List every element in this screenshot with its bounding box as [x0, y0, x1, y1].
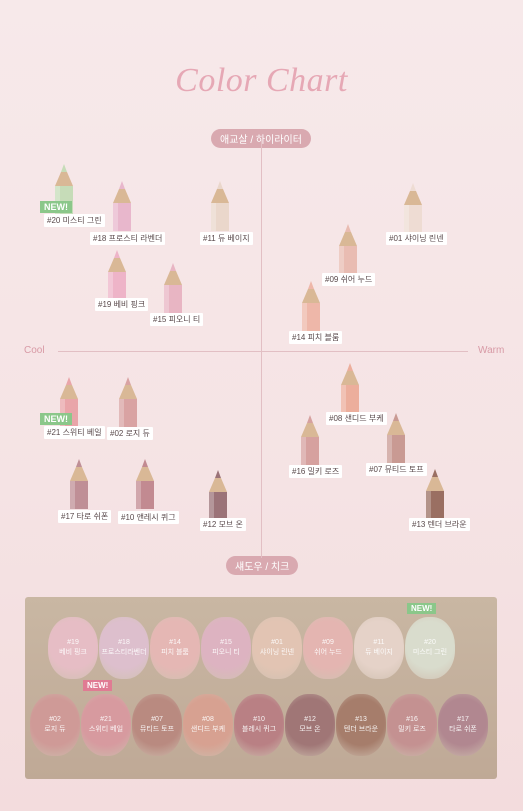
swatch: #11 듀 베이지: [354, 617, 404, 679]
swatch-panel: #19 베비 핑크 #18 프로스티라벤더 #14 피치 블룸 #15 피오니 티 #01 샤이닝…: [25, 597, 497, 779]
swatch: #02 로지 듀: [30, 694, 80, 756]
new-badge: NEW!: [40, 413, 72, 425]
swatch: #19 베비 핑크: [48, 617, 98, 679]
swatch: #07 뮤티드 토프: [132, 694, 182, 756]
pencil-label: #14 피치 블룸: [289, 331, 343, 344]
swatch-name: 쉬어 누드: [314, 649, 342, 656]
swatch-name: 듀 베이지: [365, 649, 393, 656]
swatch-name: 베비 핑크: [59, 649, 87, 656]
axis-top-pill: 애교살 / 하이라이터: [211, 129, 311, 148]
swatch-number: #18: [118, 638, 130, 646]
horizontal-axis-line: [58, 351, 468, 352]
swatch-name: 로지 듀: [44, 726, 66, 733]
swatch-name: 피오니 티: [212, 649, 240, 656]
pencil-17: [68, 459, 90, 514]
new-badge: NEW!: [83, 680, 113, 691]
pencil-10: [134, 459, 156, 514]
swatch-name: 모브 온: [299, 726, 321, 733]
pencil-label: #10 앤레시 퀴그: [118, 511, 179, 524]
pencil-12: [207, 470, 229, 525]
pencil-09: [337, 224, 359, 279]
swatch-name: 텐더 브라운: [343, 726, 379, 733]
pencil-label: #01 샤이닝 린넨: [386, 232, 447, 245]
swatch-number: #15: [220, 638, 232, 646]
pencil-01: [402, 183, 424, 238]
pencil-label: #02 로지 듀: [107, 427, 153, 440]
swatch: #10 블레시 퀴그: [234, 694, 284, 756]
swatch: #09 쉬어 누드: [303, 617, 353, 679]
swatch: #15 피오니 티: [201, 617, 251, 679]
pencil-02: [117, 377, 139, 432]
swatch-number: #19: [67, 638, 79, 646]
swatch-name: 블레시 퀴그: [241, 726, 277, 733]
swatch-number: #01: [271, 638, 283, 646]
page-title: Color Chart: [175, 62, 348, 99]
swatch-number: #20: [424, 638, 436, 646]
pencil-16: [299, 415, 321, 470]
pencil-18: [111, 181, 133, 236]
pencil-19: [106, 250, 128, 305]
swatch-name: 미스티 그린: [412, 649, 448, 656]
swatch-number: #14: [169, 638, 181, 646]
new-badge: NEW!: [40, 201, 72, 213]
swatch-number: #17: [457, 715, 469, 723]
swatch-number: #21: [100, 715, 112, 723]
pencil-13: [424, 469, 446, 524]
pencil-15: [162, 263, 184, 318]
swatch-number: #09: [322, 638, 334, 646]
swatch-name: 프로스티라벤더: [101, 649, 147, 656]
swatch-number: #11: [373, 638, 385, 646]
swatch-number: #16: [406, 715, 418, 723]
pencil-07: [385, 413, 407, 468]
pencil-08: [339, 363, 361, 418]
swatch-name: 샌디드 부케: [190, 726, 226, 733]
axis-bottom-pill: 섀도우 / 치크: [226, 556, 299, 575]
swatch-name: 스위티 베일: [88, 726, 124, 733]
pencil-label: #20 미스티 그린: [44, 214, 105, 227]
swatch-number: #08: [202, 715, 214, 723]
swatch: #17 타로 쉬폰: [438, 694, 488, 756]
pencil-label: #11 듀 베이지: [200, 232, 253, 245]
pencil-label: #19 베비 핑크: [95, 298, 149, 311]
pencil-label: #12 모브 온: [200, 518, 246, 531]
swatch: #14 피치 블룸: [150, 617, 200, 679]
swatch-number: #07: [151, 715, 163, 723]
swatch: #18 프로스티라벤더: [99, 617, 149, 679]
pencil-14: [300, 281, 322, 336]
pencil-label: #08 샌디드 부케: [326, 412, 387, 425]
pencil-label: #18 프로스티 라벤더: [90, 232, 166, 245]
swatch: #16 밀키 로즈: [387, 694, 437, 756]
pencil-label: #15 피오니 티: [150, 313, 204, 326]
swatch: #13 텐더 브라운: [336, 694, 386, 756]
pencil-label: #17 타로 쉬폰: [58, 510, 112, 523]
vertical-axis-line: [261, 140, 262, 558]
swatch-name: 타로 쉬폰: [449, 726, 477, 733]
swatch-number: #02: [49, 715, 61, 723]
pencil-11: [209, 181, 231, 236]
swatch: #01 샤이닝 린넨: [252, 617, 302, 679]
swatch-number: #12: [304, 715, 316, 723]
pencil-label: #16 밀키 로즈: [289, 465, 343, 478]
axis-left-label: Cool: [24, 345, 45, 356]
swatch: #21 스위티 베일: [81, 694, 131, 756]
new-badge: NEW!: [407, 603, 437, 614]
swatch-number: #13: [355, 715, 367, 723]
swatch-name: 뮤티드 토프: [139, 726, 175, 733]
axis-right-label: Warm: [478, 345, 505, 356]
pencil-label: #21 스위티 베일: [44, 426, 105, 439]
swatch: #08 샌디드 부케: [183, 694, 233, 756]
swatch-name: 샤이닝 린넨: [259, 649, 295, 656]
pencil-label: #09 쉬어 누드: [322, 273, 376, 286]
swatch-name: 밀키 로즈: [398, 726, 426, 733]
pencil-label: #07 뮤티드 토프: [366, 463, 427, 476]
swatch-name: 피치 블룸: [161, 649, 189, 656]
swatch-number: #10: [253, 715, 265, 723]
swatch: #12 모브 온: [285, 694, 335, 756]
pencil-label: #13 텐더 브라운: [409, 518, 470, 531]
swatch: #20 미스티 그린: [405, 617, 455, 679]
